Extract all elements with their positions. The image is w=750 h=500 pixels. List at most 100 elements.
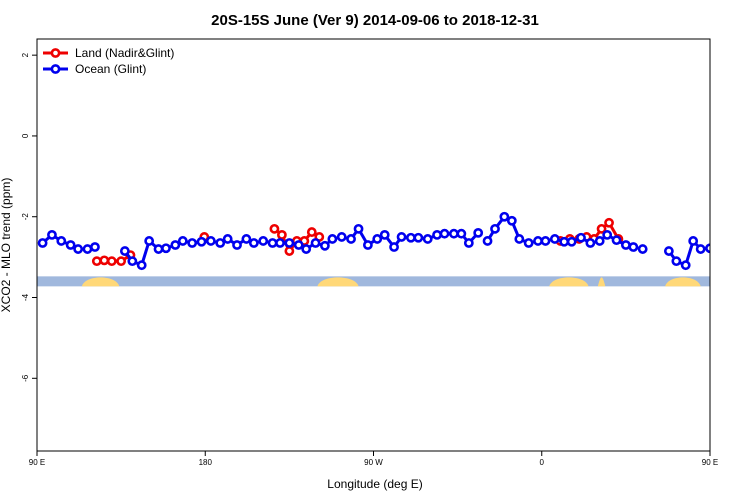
legend-land-label: Land (Nadir&Glint) bbox=[75, 46, 174, 60]
ocean-data-point bbox=[379, 230, 390, 240]
ocean-data-point bbox=[463, 238, 474, 248]
land-data-point bbox=[604, 217, 614, 228]
ocean-data-point bbox=[413, 232, 424, 243]
y-axis: 2 0 -2 -4 -6 bbox=[21, 52, 37, 382]
land-data-point bbox=[596, 223, 607, 234]
ocean-data-point bbox=[284, 238, 295, 248]
ocean-data-point bbox=[620, 240, 631, 250]
y-tick-label: -6 bbox=[21, 374, 30, 382]
ocean-data-point bbox=[576, 232, 586, 243]
ocean-data-point bbox=[119, 246, 130, 256]
ocean-data-point bbox=[90, 242, 100, 252]
ocean-data-point bbox=[327, 234, 338, 244]
ocean-data-point bbox=[559, 236, 570, 247]
ocean-data-point bbox=[222, 234, 233, 244]
y-tick-label: 2 bbox=[21, 52, 30, 57]
ocean-data-point bbox=[396, 232, 407, 242]
ocean-data-point bbox=[310, 238, 321, 248]
ocean-data-point bbox=[490, 223, 500, 234]
ocean-data-point bbox=[473, 227, 484, 238]
ocean-data-point bbox=[293, 240, 304, 250]
ocean-data-point bbox=[301, 244, 312, 254]
ocean-data-point bbox=[628, 242, 639, 252]
land-data-point bbox=[91, 256, 102, 267]
ocean-data-point bbox=[432, 230, 442, 240]
land-patch bbox=[317, 277, 359, 287]
ocean-data-point bbox=[422, 234, 433, 244]
ocean-data-point bbox=[448, 228, 459, 239]
ocean-data-point bbox=[56, 236, 67, 246]
ocean-data-point bbox=[671, 256, 682, 267]
x-axis: 90 E 180 90 W 0 90 E bbox=[29, 451, 718, 467]
y-tick-label: -2 bbox=[21, 213, 30, 221]
ocean-data-point bbox=[389, 242, 399, 252]
ocean-data-point bbox=[499, 211, 510, 222]
ocean-data-point bbox=[405, 232, 416, 243]
ocean-data-point bbox=[585, 238, 596, 248]
series-lines bbox=[37, 211, 710, 271]
ocean-data-point bbox=[196, 236, 207, 247]
land-patch bbox=[665, 277, 701, 287]
ocean-data-point bbox=[267, 238, 278, 248]
ocean-data-point bbox=[695, 244, 706, 254]
ocean-data-point bbox=[258, 236, 269, 246]
ocean-data-point bbox=[482, 236, 493, 246]
ocean-data-point bbox=[439, 228, 450, 239]
y-tick-label: 0 bbox=[21, 133, 30, 138]
land-patch bbox=[549, 277, 589, 287]
ocean-data-point bbox=[187, 238, 198, 248]
legend-ocean-marker bbox=[50, 64, 61, 74]
ocean-data-point bbox=[533, 236, 543, 246]
ocean-data-point bbox=[170, 240, 181, 250]
ocean-data-point bbox=[611, 235, 622, 246]
ocean-data-point bbox=[353, 223, 364, 234]
land-patch bbox=[597, 277, 606, 287]
ocean-data-point bbox=[523, 238, 534, 248]
ocean-data-point bbox=[688, 236, 699, 246]
land-patch bbox=[81, 277, 120, 287]
land-data-point bbox=[116, 256, 127, 267]
legend-land-marker bbox=[50, 48, 61, 58]
ocean-data-point bbox=[82, 244, 93, 254]
ocean-data-point bbox=[177, 236, 188, 246]
ocean-data-point bbox=[540, 236, 551, 246]
ocean-data-point bbox=[161, 243, 171, 254]
land-strip bbox=[37, 276, 710, 287]
ocean-data-point bbox=[362, 240, 373, 250]
ocean-data-point bbox=[663, 246, 674, 256]
land-data-point bbox=[99, 255, 110, 266]
ocean-data-point bbox=[37, 238, 48, 248]
land-data-point bbox=[269, 223, 280, 234]
ocean-data-point bbox=[127, 256, 138, 267]
ocean-data-point bbox=[136, 260, 147, 271]
ocean-data-point bbox=[232, 240, 242, 250]
ocean-data-point bbox=[680, 260, 691, 271]
ocean-data-point bbox=[705, 243, 710, 254]
x-tick-label: 90 E bbox=[29, 458, 45, 467]
ocean-data-point bbox=[248, 238, 259, 248]
ocean-data-point bbox=[514, 234, 525, 244]
ocean-data-point bbox=[73, 244, 84, 254]
x-tick-label: 90 W bbox=[364, 458, 383, 467]
ocean-data-point bbox=[144, 236, 155, 246]
ocean-data-point bbox=[506, 215, 517, 226]
ocean-data-point bbox=[241, 234, 252, 244]
land-data-point bbox=[306, 227, 317, 237]
ocean-data-point bbox=[336, 232, 347, 242]
ocean-data-point bbox=[456, 228, 467, 239]
land-data-point bbox=[106, 256, 117, 267]
ocean-data-point bbox=[215, 238, 226, 248]
ocean-data-point bbox=[372, 234, 383, 244]
x-tick-label: 90 E bbox=[702, 458, 718, 467]
ocean-data-point bbox=[319, 240, 330, 251]
y-tick-label: -4 bbox=[21, 293, 30, 301]
land-data-point bbox=[276, 230, 287, 240]
y-axis-label: XCO2 - MLO trend (ppm) bbox=[0, 178, 13, 313]
ocean-data-point bbox=[602, 230, 613, 240]
ocean-data-point bbox=[637, 244, 648, 254]
legend-ocean-label: Ocean (Glint) bbox=[75, 62, 146, 76]
ocean-data-point bbox=[47, 230, 57, 240]
ocean-data-point bbox=[549, 234, 560, 244]
x-tick-label: 180 bbox=[199, 458, 213, 467]
